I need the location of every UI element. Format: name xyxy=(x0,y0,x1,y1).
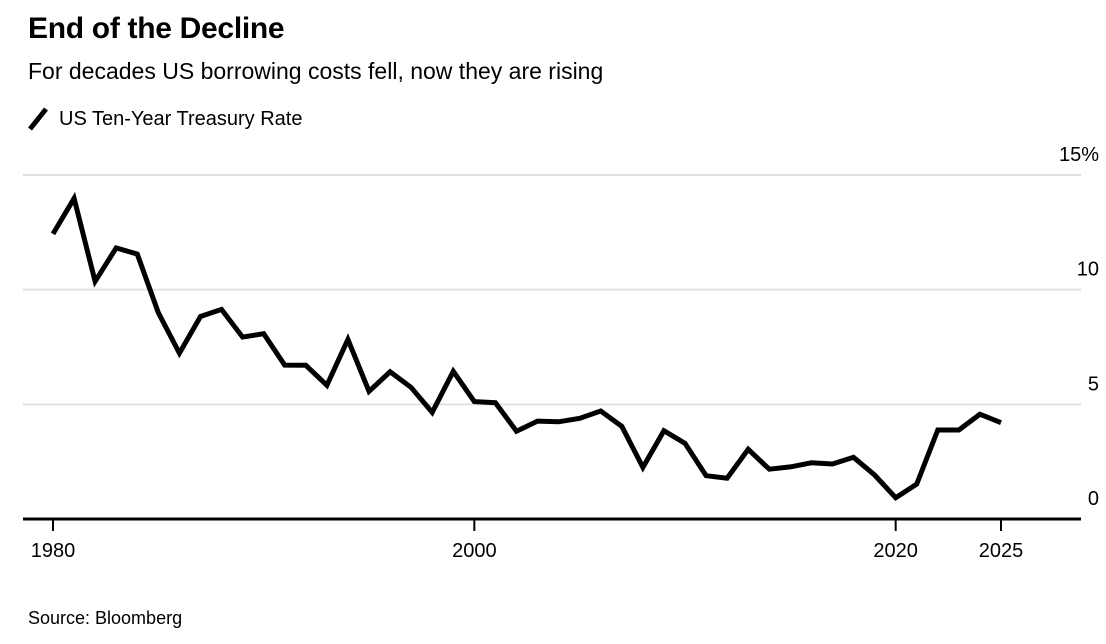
y-axis-tick-label: 5 xyxy=(1088,373,1099,395)
legend: US Ten-Year Treasury Rate xyxy=(27,105,302,133)
legend-label: US Ten-Year Treasury Rate xyxy=(59,108,303,130)
y-axis-tick-label: 15% xyxy=(1059,144,1099,166)
x-axis-tick-label: 1980 xyxy=(31,540,76,562)
x-axis-tick-label: 2020 xyxy=(873,540,918,562)
y-axis-tick-label: 10 xyxy=(1077,259,1099,281)
treasury-rate-line xyxy=(50,191,1002,501)
x-axis-tick-label: 2025 xyxy=(979,540,1024,562)
source-caption: Source: Bloomberg xyxy=(28,608,183,628)
x-axis-tick-label: 2000 xyxy=(452,540,497,562)
y-axis-tick-label: 0 xyxy=(1088,488,1099,510)
chart-subtitle: For decades US borrowing costs fell, now… xyxy=(28,58,604,84)
chart-title: End of the Decline xyxy=(28,12,285,45)
diagonal-line-legend-icon xyxy=(27,106,49,132)
